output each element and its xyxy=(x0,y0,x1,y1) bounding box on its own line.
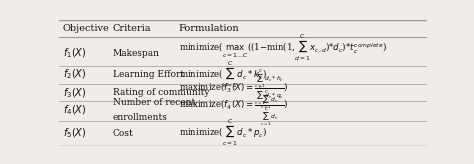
Text: $f_2(X)$: $f_2(X)$ xyxy=(63,68,86,81)
Text: minimize($\underset{c=1\ldots C}{\max}$((1$-$min(1,$\sum_{d=1}^{C}x_{c,d}$)$*d_c: minimize($\underset{c=1\ldots C}{\max}$(… xyxy=(179,33,387,63)
Text: Formulation: Formulation xyxy=(179,24,239,33)
Text: Rating of community: Rating of community xyxy=(112,88,209,97)
Text: maximize($f_4(X)=\frac{\sum_{c=1}^{C}d_c*q_c}{\sum_{c=1}^{C}d_c}$): maximize($f_4(X)=\frac{\sum_{c=1}^{C}d_c… xyxy=(179,85,288,128)
Text: $f_5(X)$: $f_5(X)$ xyxy=(63,127,86,140)
Text: $f_4(X)$: $f_4(X)$ xyxy=(63,103,86,117)
Text: $f_3(X)$: $f_3(X)$ xyxy=(63,86,86,100)
Text: Learning Effort: Learning Effort xyxy=(112,70,183,79)
Text: Makespan: Makespan xyxy=(112,49,160,58)
Text: Objective: Objective xyxy=(63,24,109,33)
Text: minimize($\sum_{c=1}^{C}d_c*p_c$): minimize($\sum_{c=1}^{C}d_c*p_c$) xyxy=(179,118,267,148)
Text: Number of recent: Number of recent xyxy=(112,98,195,107)
Text: $f_1(X)$: $f_1(X)$ xyxy=(63,46,86,60)
Text: maximize($f_3(X)=\frac{\sum_{c=1}^{C}d_c*h_c}{\sum_{c=1}^{C}d_c}$): maximize($f_3(X)=\frac{\sum_{c=1}^{C}d_c… xyxy=(179,68,288,111)
Text: Cost: Cost xyxy=(112,129,133,138)
Text: minimize($\sum_{c=1}^{C}d_c*k_c$): minimize($\sum_{c=1}^{C}d_c*k_c$) xyxy=(179,60,266,90)
Text: Criteria: Criteria xyxy=(112,24,151,33)
Text: enrollments: enrollments xyxy=(112,113,167,122)
